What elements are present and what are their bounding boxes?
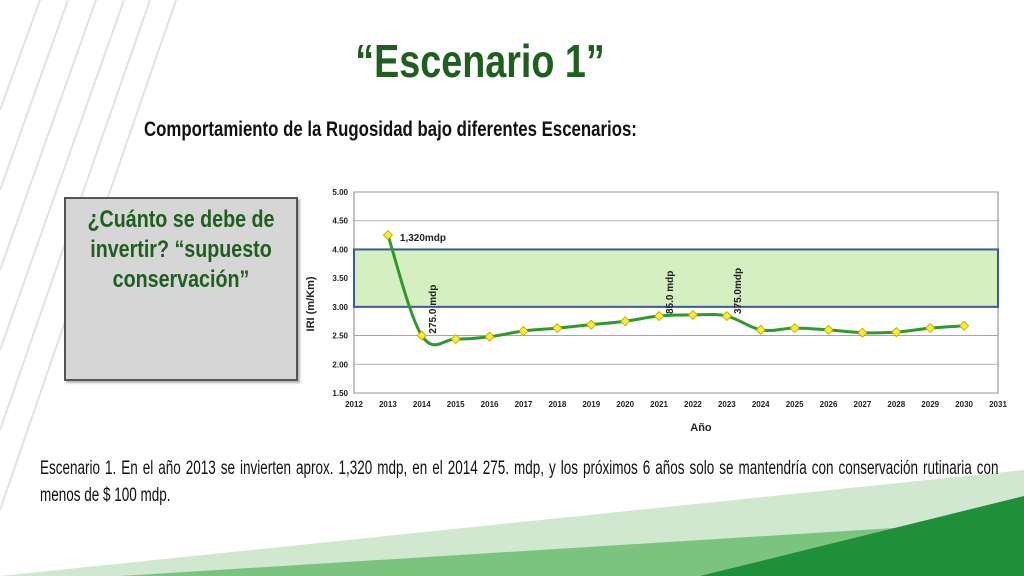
x-tick-label: 2030 [955, 400, 973, 409]
x-tick-label: 2018 [548, 400, 566, 409]
y-tick-label: 2.00 [332, 360, 348, 369]
x-tick-label: 2013 [379, 400, 397, 409]
question-line-3: conservación” [112, 266, 250, 293]
data-point [586, 319, 597, 330]
data-point [687, 309, 699, 320]
x-tick-label: 2015 [447, 400, 465, 409]
question-text: ¿Cuánto se debe de invertir? “supuesto c… [87, 205, 276, 295]
x-tick-label: 2014 [413, 400, 431, 409]
investment-annotation: 1,320mdp [400, 233, 446, 244]
iri-line-chart: 1.50 2.00 2.50 3.00 3.50 4.00 4.50 5.00 2012 2013… [305, 188, 1007, 434]
data-point [484, 331, 495, 342]
x-tick-label: 2022 [684, 400, 702, 409]
slide-title: “Escenario 1” [355, 35, 605, 87]
x-tick-label: 2031 [989, 400, 1007, 409]
target-band [353, 248, 999, 308]
caption-text: Escenario 1. En el año 2013 se invierten… [40, 458, 999, 506]
x-tick-label: 2025 [786, 400, 804, 409]
x-tick-label: 2029 [921, 400, 939, 409]
data-point [789, 323, 800, 334]
x-tick-label: 2023 [718, 400, 736, 409]
data-point [721, 310, 732, 322]
x-tick-label: 2020 [616, 400, 634, 409]
data-point [552, 323, 563, 334]
data-point [416, 330, 427, 341]
question-box: ¿Cuánto se debe de invertir? “supuesto c… [64, 197, 298, 381]
x-tick-label: 2028 [887, 400, 905, 409]
bottom-band-dark [700, 496, 1024, 576]
x-tick-label: 2016 [481, 400, 499, 409]
data-point [450, 333, 461, 345]
data-point [925, 323, 936, 334]
x-tick-label: 2024 [752, 400, 770, 409]
data-point [857, 327, 868, 338]
y-tick-label: 3.50 [332, 274, 348, 283]
investment-annotation: 85.0 mdp [665, 271, 676, 314]
y-tick-label: 3.00 [332, 303, 348, 312]
data-point [755, 324, 766, 335]
x-tick-label: 2012 [345, 400, 363, 409]
x-tick-label: 2019 [582, 400, 600, 409]
question-line-1: ¿Cuánto se debe de [87, 206, 275, 233]
slide-subtitle: Comportamiento de la Rugosidad bajo dife… [144, 118, 637, 141]
y-tick-label: 1.50 [332, 389, 348, 398]
data-point [653, 310, 665, 322]
investment-annotation: 275.0 mdp [428, 285, 439, 334]
question-line-2: invertir? “supuesto [90, 236, 272, 263]
data-point [891, 327, 902, 338]
x-tick-label: 2021 [650, 400, 668, 409]
data-point [620, 316, 631, 327]
y-tick-label: 5.00 [332, 188, 348, 197]
y-tick-label: 2.50 [332, 332, 348, 341]
x-tick-label: 2026 [820, 400, 838, 409]
data-point [518, 325, 529, 337]
x-tick-label: 2027 [854, 400, 872, 409]
data-point [382, 230, 393, 241]
y-tick-label: 4.50 [332, 217, 348, 226]
investment-annotation: 375.0mdp [733, 268, 744, 314]
y-axis-title: IRI (m/Km) [305, 276, 317, 331]
data-point [959, 320, 970, 331]
y-tick-label: 4.00 [332, 245, 348, 254]
x-axis-title: Año [690, 422, 712, 434]
data-point [823, 324, 834, 335]
x-tick-label: 2017 [515, 400, 533, 409]
